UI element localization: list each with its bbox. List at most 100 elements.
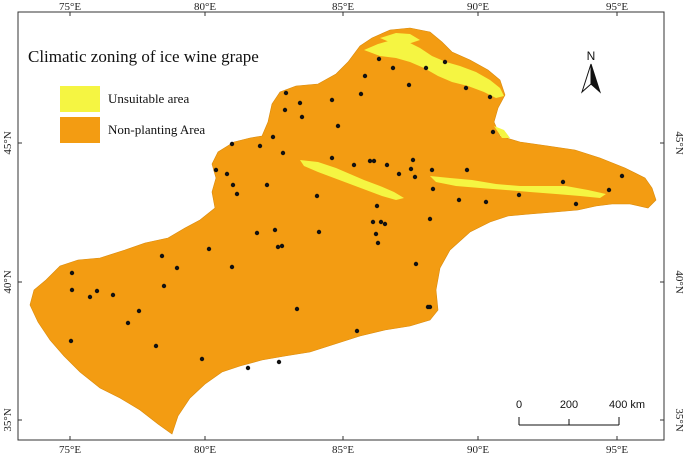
unsuitable-area-eastern-tianshan xyxy=(430,176,606,198)
station-point xyxy=(396,171,402,177)
right-lat-label-40: 40°N xyxy=(673,270,685,293)
station-point xyxy=(299,114,305,120)
station-point xyxy=(490,129,496,135)
station-point xyxy=(125,320,131,326)
station-point xyxy=(264,182,270,188)
bottom-tick-marks xyxy=(69,436,618,440)
station-point xyxy=(270,134,276,140)
station-point xyxy=(456,197,462,203)
station-point xyxy=(371,158,377,164)
station-point xyxy=(294,306,300,312)
station-point xyxy=(516,192,522,198)
station-point xyxy=(234,191,240,197)
top-tick-marks xyxy=(69,12,618,16)
station-point xyxy=(316,229,322,235)
north-arrow: N xyxy=(580,49,602,94)
station-point xyxy=(390,65,396,71)
station-point xyxy=(358,91,364,97)
station-point xyxy=(199,356,205,362)
left-tick-marks xyxy=(18,142,22,421)
station-point xyxy=(376,56,382,62)
station-point xyxy=(257,143,263,149)
station-point xyxy=(206,246,212,252)
bottom-lon-label-90: 90°E xyxy=(467,444,489,456)
station-point xyxy=(229,141,235,147)
station-point xyxy=(279,243,285,249)
station-point xyxy=(213,167,219,173)
station-point xyxy=(69,287,75,293)
station-point xyxy=(442,59,448,65)
unsuitable-area-tianshan xyxy=(300,160,404,200)
station-point xyxy=(351,162,357,168)
station-point xyxy=(329,155,335,161)
station-point xyxy=(464,167,470,173)
legend-label-unsuitable: Unsuitable area xyxy=(108,91,189,106)
bottom-lon-label-85: 85°E xyxy=(332,444,354,456)
station-point xyxy=(413,261,419,267)
station-point xyxy=(463,85,469,91)
station-point xyxy=(161,283,167,289)
unsuitable-area-barkol xyxy=(494,126,510,138)
station-point xyxy=(69,270,75,276)
station-point xyxy=(373,231,379,237)
station-point xyxy=(272,227,278,233)
station-point xyxy=(283,90,289,96)
map-title: Climatic zoning of ice wine grape xyxy=(28,47,259,66)
station-point xyxy=(367,158,373,164)
station-point xyxy=(224,171,230,177)
unsuitable-area-altai-north xyxy=(380,33,420,44)
top-lon-label-85: 85°E xyxy=(332,1,354,13)
station-point xyxy=(382,221,388,227)
top-lon-label-90: 90°E xyxy=(467,1,489,13)
station-point xyxy=(254,230,260,236)
station-point xyxy=(94,288,100,294)
xinjiang-region xyxy=(29,27,657,435)
station-point xyxy=(378,219,384,225)
station-point xyxy=(230,182,236,188)
meteorological-stations xyxy=(68,56,625,371)
top-lon-label-95: 95°E xyxy=(606,1,628,13)
legend-swatch-unsuitable xyxy=(60,86,100,112)
top-lon-label-80: 80°E xyxy=(194,1,216,13)
left-lat-label-35: 35°N xyxy=(2,408,14,431)
left-lat-label-45: 45°N xyxy=(2,131,14,154)
unsuitable-area-altai xyxy=(364,40,504,98)
right-tick-marks xyxy=(660,142,664,421)
scale-label-0: 0 xyxy=(516,399,522,411)
station-point xyxy=(384,162,390,168)
station-point xyxy=(573,201,579,207)
station-point xyxy=(370,219,376,225)
station-point xyxy=(606,187,612,193)
station-point xyxy=(430,186,436,192)
legend-swatch-non-planting xyxy=(60,117,100,143)
station-point xyxy=(619,173,625,179)
station-point xyxy=(362,73,368,79)
legend: Unsuitable area Non-planting Area xyxy=(60,86,205,143)
bottom-lon-label-80: 80°E xyxy=(194,444,216,456)
right-lat-label-45: 45°N xyxy=(673,131,685,154)
station-point xyxy=(275,244,281,250)
station-point xyxy=(229,264,235,270)
station-point xyxy=(427,304,433,310)
station-point xyxy=(354,328,360,334)
station-point xyxy=(374,203,380,209)
station-point xyxy=(297,100,303,106)
station-point xyxy=(174,265,180,271)
station-point xyxy=(329,97,335,103)
station-point xyxy=(87,294,93,300)
station-point xyxy=(412,174,418,180)
station-point xyxy=(408,166,414,172)
top-lon-label-75: 75°E xyxy=(59,1,81,13)
scale-label-400: 400 km xyxy=(609,399,645,411)
bottom-lon-label-75: 75°E xyxy=(59,444,81,456)
legend-label-non-planting: Non-planting Area xyxy=(108,122,205,137)
station-point xyxy=(110,292,116,298)
station-point xyxy=(153,343,159,349)
station-point xyxy=(560,179,566,185)
station-point xyxy=(410,157,416,163)
station-point xyxy=(68,338,74,344)
station-point xyxy=(335,123,341,129)
station-point xyxy=(280,150,286,156)
